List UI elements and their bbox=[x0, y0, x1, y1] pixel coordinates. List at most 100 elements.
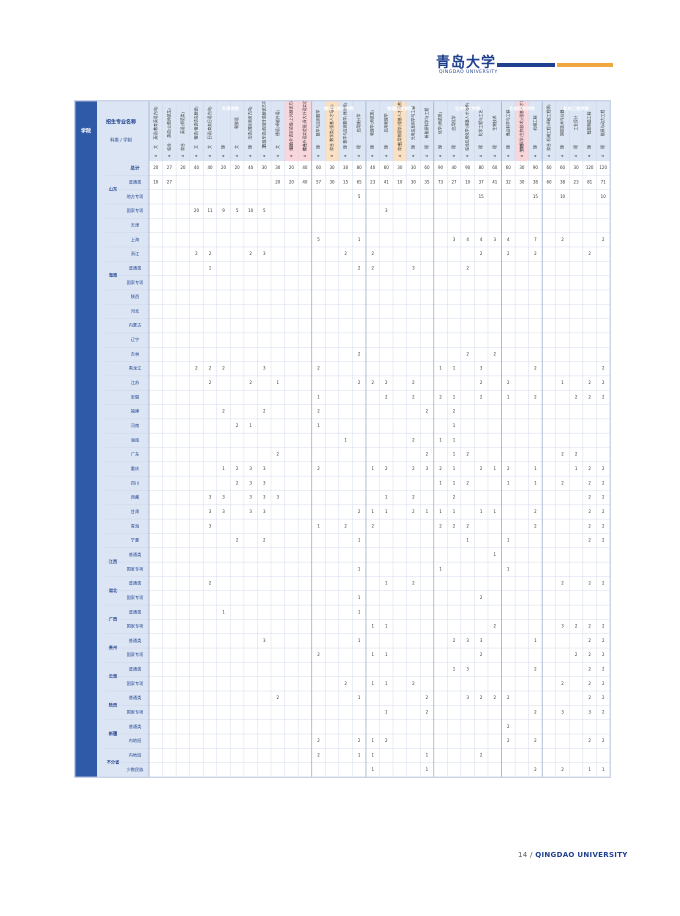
major-name: 俄语(俄语语言翻译) bbox=[193, 106, 198, 140]
plan-count: 1 bbox=[602, 767, 605, 772]
plan-count: 40 bbox=[207, 165, 213, 170]
university-logo-text: 青岛大学 bbox=[436, 55, 496, 71]
major-years: 4 bbox=[546, 154, 551, 157]
college-name: 外语学院 bbox=[222, 105, 240, 112]
plan-count: 10 bbox=[601, 194, 607, 199]
plan-count: 2 bbox=[426, 695, 429, 700]
plan-count: 15 bbox=[533, 194, 539, 199]
major-category: 文 bbox=[234, 145, 239, 149]
plan-count: 30 bbox=[411, 179, 417, 184]
region-subcolumn-label: 辽宁 bbox=[131, 336, 139, 343]
major-category: 理 bbox=[573, 145, 578, 149]
major-name: 英语(师范类) bbox=[180, 112, 185, 134]
major-years: 4 bbox=[465, 154, 470, 157]
plan-count: 1 bbox=[371, 753, 374, 758]
plan-count: 1 bbox=[385, 581, 388, 586]
plan-count: 2 bbox=[236, 538, 239, 543]
plan-count: 2 bbox=[602, 480, 605, 485]
plan-count: 2 bbox=[602, 624, 605, 629]
plan-count: 40 bbox=[370, 165, 376, 170]
plan-count: 1 bbox=[426, 767, 429, 772]
plan-count: 3 bbox=[249, 480, 252, 485]
plan-count: 2 bbox=[385, 738, 388, 743]
major-highlight bbox=[325, 101, 339, 161]
major-category: 综合 bbox=[519, 143, 524, 151]
plan-count: 3 bbox=[466, 667, 469, 672]
plan-count: 3 bbox=[263, 638, 266, 643]
plan-count: 1 bbox=[385, 509, 388, 514]
region-subcolumn-label: 重庆 bbox=[131, 465, 140, 472]
plan-count: 71 bbox=[601, 179, 607, 184]
plan-count: 2 bbox=[480, 753, 483, 758]
admission-plan-table-grid: 普通类山东地方专项国家专项天津上海浙江普通类海南国家专项陕西河北内蒙古辽宁吉林黑… bbox=[75, 101, 610, 777]
plan-count: 1 bbox=[358, 566, 361, 571]
region-subcolumn-label: 普通类 bbox=[129, 608, 142, 615]
region-group-label: 新疆 bbox=[109, 730, 118, 737]
plan-count: 1 bbox=[358, 638, 361, 643]
plan-count: 5 bbox=[263, 208, 266, 213]
plan-count: 3 bbox=[466, 695, 469, 700]
plan-count: 1 bbox=[534, 480, 537, 485]
major-years: 4 bbox=[478, 154, 483, 157]
plan-count: 2 bbox=[534, 767, 537, 772]
plan-count: 2 bbox=[195, 251, 198, 256]
plan-count: 1 bbox=[385, 681, 388, 686]
plan-count: 2 bbox=[561, 480, 564, 485]
plan-count: 32 bbox=[506, 179, 512, 184]
plan-count: 2 bbox=[588, 480, 591, 485]
major-category: 理 bbox=[587, 145, 592, 149]
region-subcolumn-label: 普通类 bbox=[129, 178, 142, 185]
region-subcolumn-label: 国家专项 bbox=[127, 207, 145, 214]
major-category: 理 bbox=[532, 145, 537, 149]
major-years: 4 bbox=[438, 154, 443, 157]
plan-count: 3 bbox=[277, 495, 280, 500]
region-subcolumn-label: 国家专项 bbox=[127, 709, 145, 716]
plan-count: 2 bbox=[317, 366, 320, 371]
plan-count: 2 bbox=[439, 394, 442, 399]
plan-count: 5 bbox=[236, 208, 239, 213]
plan-count: 1 bbox=[344, 437, 347, 442]
plan-count: 2 bbox=[453, 495, 456, 500]
plan-count: 2 bbox=[277, 452, 280, 457]
plan-count: 30 bbox=[329, 165, 335, 170]
plan-count: 60 bbox=[316, 165, 322, 170]
plan-count: 2 bbox=[209, 366, 212, 371]
plan-count: 30 bbox=[574, 165, 580, 170]
plan-count: 2 bbox=[480, 652, 483, 657]
plan-count: 23 bbox=[370, 179, 376, 184]
region-subcolumn-label: 广东 bbox=[131, 451, 139, 458]
major-category: 文 bbox=[153, 145, 158, 149]
plan-count: 2 bbox=[195, 366, 198, 371]
plan-count: 2 bbox=[371, 251, 374, 256]
region-subcolumn-label: 国家专项 bbox=[127, 279, 145, 286]
plan-count: 20 bbox=[180, 165, 186, 170]
plan-count: 60 bbox=[424, 165, 430, 170]
plan-count: 2 bbox=[507, 466, 510, 471]
plan-count: 40 bbox=[302, 165, 308, 170]
plan-count: 2 bbox=[358, 265, 361, 270]
major-years: 4 bbox=[492, 154, 497, 157]
plan-count: 2 bbox=[534, 366, 537, 371]
plan-count: 2 bbox=[561, 452, 564, 457]
plan-count: 2 bbox=[480, 380, 483, 385]
major-years: 4 bbox=[153, 154, 158, 157]
plan-count: 30 bbox=[275, 165, 281, 170]
plan-count: 2 bbox=[602, 667, 605, 672]
plan-count: 2 bbox=[588, 695, 591, 700]
plan-count: 2 bbox=[426, 710, 429, 715]
college-name: 生命科学学院 bbox=[509, 105, 535, 112]
region-subcolumn-label: 福建 bbox=[131, 408, 140, 415]
major-header: 招生专业名称 bbox=[105, 119, 136, 126]
major-name: 朝鲜语 bbox=[234, 117, 239, 129]
college-name: 化学化工学院 bbox=[455, 105, 481, 112]
major-years: 4 bbox=[302, 154, 307, 157]
plan-count: 15 bbox=[479, 194, 485, 199]
plan-count: 2 bbox=[602, 466, 605, 471]
plan-count: 2 bbox=[534, 710, 537, 715]
plan-count: 3 bbox=[412, 265, 415, 270]
plan-count: 2 bbox=[317, 738, 320, 743]
major-category: 理 bbox=[383, 145, 388, 149]
plan-count: 27 bbox=[452, 179, 458, 184]
plan-count: 41 bbox=[492, 179, 498, 184]
plan-count: 2 bbox=[466, 351, 469, 356]
